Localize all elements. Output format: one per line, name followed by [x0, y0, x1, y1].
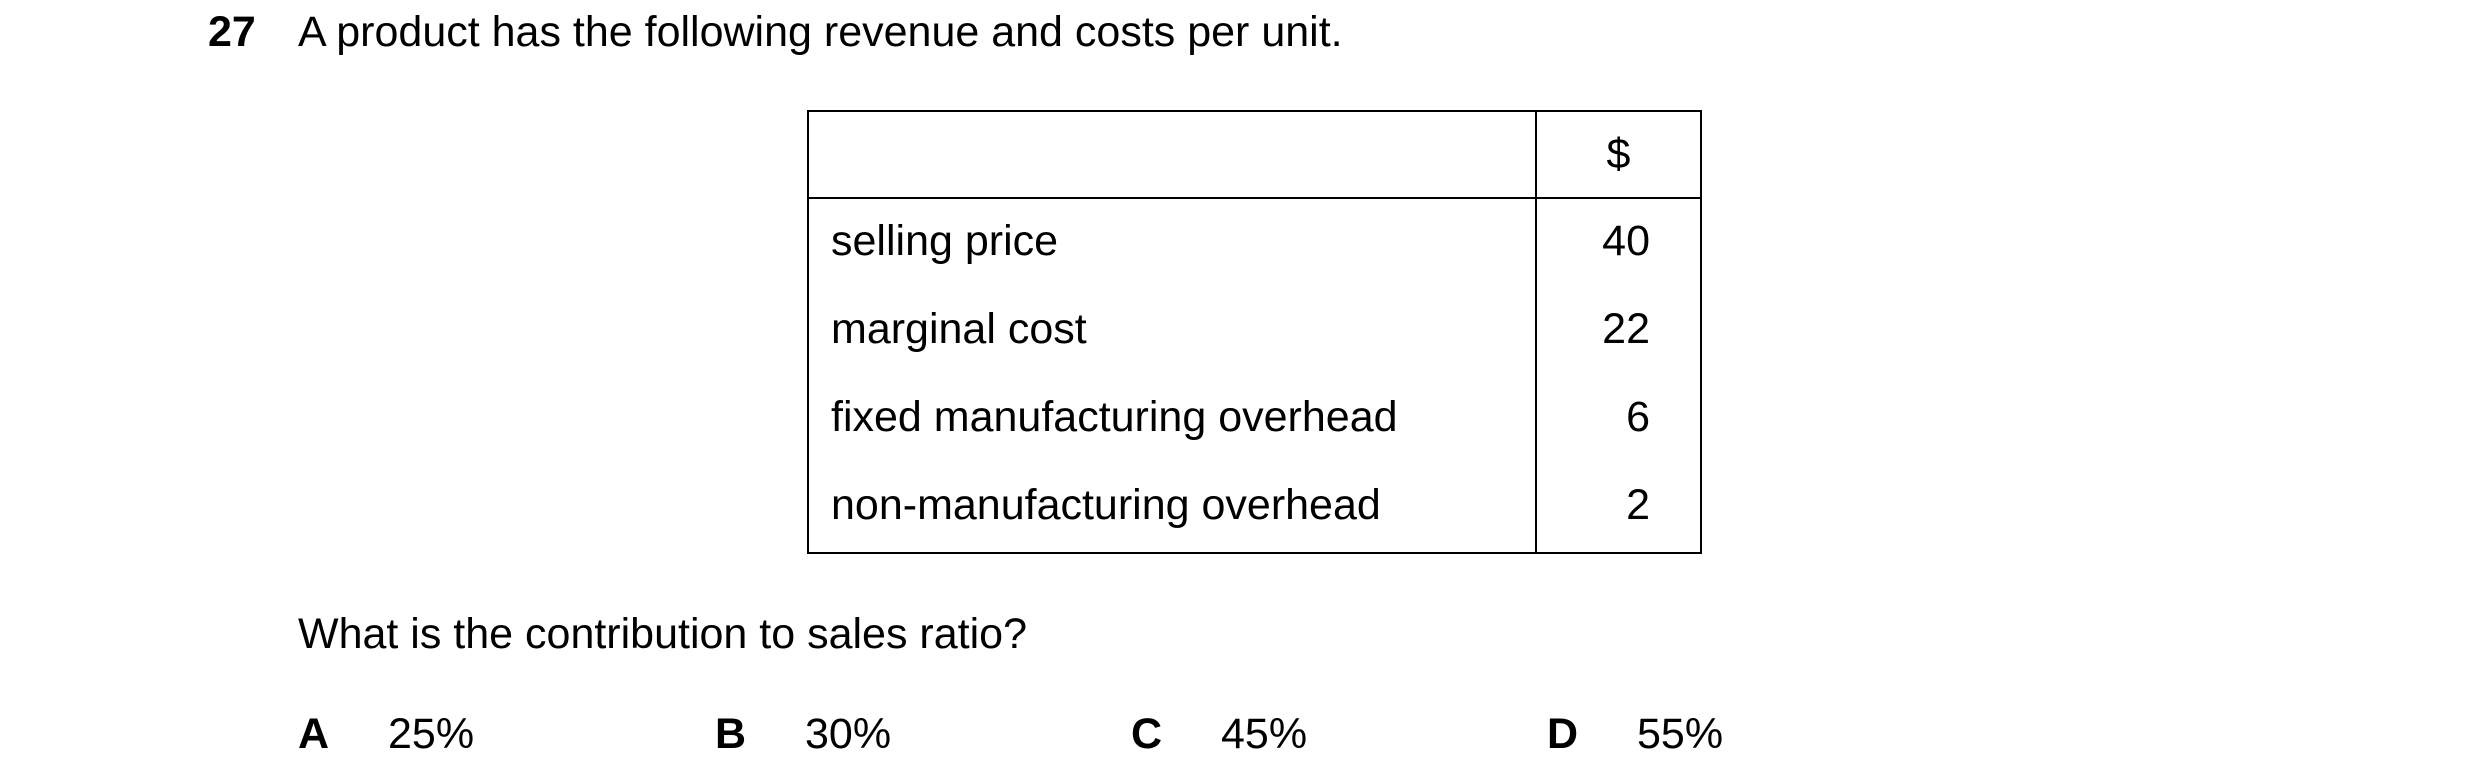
option-d[interactable]: D 55%: [1547, 706, 1723, 762]
option-letter: C: [1131, 710, 1163, 758]
option-letter: A: [298, 710, 330, 758]
row-item-label: fixed manufacturing overhead: [831, 393, 1398, 441]
table-row: non-manufacturing overhead 2: [809, 463, 1700, 551]
option-b[interactable]: B 30%: [715, 706, 891, 762]
table-column-divider: [1535, 112, 1537, 552]
cost-table: $ selling price 40 marginal cost 22 fixe…: [807, 110, 1702, 554]
row-item-label: selling price: [831, 217, 1059, 265]
question-number: 27: [208, 8, 256, 56]
row-item-label: non-manufacturing overhead: [831, 481, 1381, 529]
option-text: 45%: [1221, 710, 1308, 758]
table-header-divider: [809, 197, 1700, 199]
currency-header: $: [1606, 130, 1631, 178]
row-amount: 6: [1626, 393, 1650, 441]
option-text: 55%: [1637, 710, 1724, 758]
option-letter: D: [1547, 710, 1579, 758]
row-amount: 22: [1602, 305, 1650, 353]
table-row: selling price 40: [809, 199, 1700, 287]
row-item-label: marginal cost: [831, 305, 1087, 353]
row-amount: 2: [1626, 481, 1650, 529]
question-prompt: What is the contribution to sales ratio?: [298, 610, 1027, 658]
row-amount: 40: [1602, 217, 1650, 265]
option-text: 30%: [805, 710, 892, 758]
option-letter: B: [715, 710, 747, 758]
table-row: marginal cost 22: [809, 287, 1700, 375]
question-stem: A product has the following revenue and …: [298, 8, 1343, 56]
option-text: 25%: [388, 710, 475, 758]
option-c[interactable]: C 45%: [1131, 706, 1307, 762]
table-row: fixed manufacturing overhead 6: [809, 375, 1700, 463]
option-a[interactable]: A 25%: [298, 706, 474, 762]
